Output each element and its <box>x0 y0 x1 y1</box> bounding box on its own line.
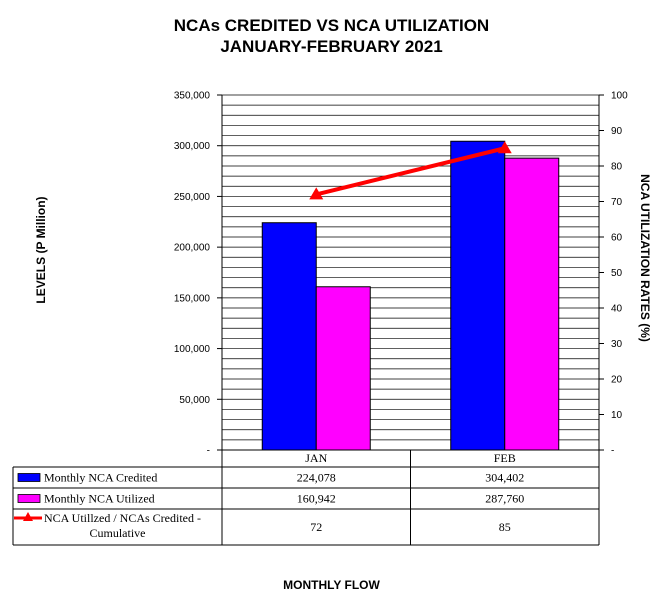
y-tick-label-left: 350,000 <box>174 91 211 102</box>
y-tick-label-right: 70 <box>611 197 623 208</box>
bar-credited-jan <box>261 222 317 451</box>
utilization-rate-line <box>315 146 506 197</box>
y-tick-label-left: 250,000 <box>174 192 211 203</box>
legend-label-rate-cont: Cumulative <box>90 526 146 540</box>
y-tick-label-left: 150,000 <box>174 293 211 304</box>
legend-label-rate: NCA Utillzed / NCAs Credited - <box>44 511 201 525</box>
y-tick-label-right: 90 <box>611 126 623 137</box>
legend-key-marker <box>23 512 33 521</box>
legend-label-utilized: Monthly NCA Utilized <box>44 492 155 506</box>
y-axis-label-right: NCA UTILIZATION RATES (%) <box>638 174 652 342</box>
y-tick-label-right: - <box>611 446 614 457</box>
bar-utilized-jan <box>315 286 371 451</box>
bar-credited-feb <box>450 140 506 451</box>
y-axis-label-left: LEVELS (P Million) <box>34 196 48 304</box>
bar-utilized-feb <box>504 157 560 451</box>
y-tick-label-right: 100 <box>611 91 628 102</box>
data-label-utilized-feb: 287,760 <box>485 492 524 506</box>
x-axis-label: MONTHLY FLOW <box>283 578 380 592</box>
chart-title: NCAs CREDITED VS NCA UTILIZATION <box>173 16 490 35</box>
legend-key-utilized <box>17 494 41 503</box>
data-label-rate-jan: 72 <box>310 520 322 534</box>
y-tick-label-right: 20 <box>611 375 623 386</box>
data-label-credited-feb: 304,402 <box>485 471 524 485</box>
y-tick-label-left: - <box>207 446 210 457</box>
legend-key-credited <box>17 473 41 482</box>
data-label-rate-feb: 85 <box>499 520 511 534</box>
x-tick-label-feb: FEB <box>494 451 516 465</box>
data-label-credited-jan: 224,078 <box>297 471 336 485</box>
data-label-utilized-jan: 160,942 <box>297 492 336 506</box>
y-tick-label-left: 50,000 <box>179 395 210 406</box>
x-tick-label-jan: JAN <box>305 451 327 465</box>
y-tick-label-right: 10 <box>611 410 623 421</box>
utilization-rate-marker-feb <box>497 141 512 154</box>
y-tick-label-right: 80 <box>611 162 623 173</box>
y-tick-label-left: 200,000 <box>174 243 211 254</box>
y-tick-label-right: 30 <box>611 339 623 350</box>
y-tick-label-right: 50 <box>611 268 623 279</box>
y-tick-label-left: 100,000 <box>174 344 211 355</box>
utilization-rate-marker-jan <box>309 187 324 200</box>
legend-label-credited: Monthly NCA Credited <box>44 471 157 485</box>
y-tick-label-right: 40 <box>611 304 623 315</box>
chart-subtitle: JANUARY-FEBRUARY 2021 <box>220 37 443 56</box>
y-tick-label-left: 300,000 <box>174 141 211 152</box>
y-tick-label-right: 60 <box>611 233 623 244</box>
